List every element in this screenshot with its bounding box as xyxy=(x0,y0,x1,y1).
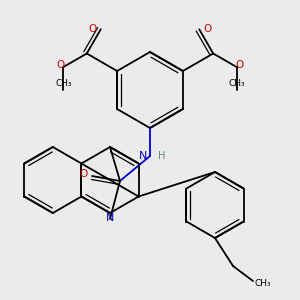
Text: O: O xyxy=(56,61,65,70)
Text: CH₃: CH₃ xyxy=(255,280,271,289)
Text: O: O xyxy=(235,61,244,70)
Text: O: O xyxy=(203,24,211,34)
Text: CH₃: CH₃ xyxy=(55,79,72,88)
Text: CH₃: CH₃ xyxy=(228,79,245,88)
Text: H: H xyxy=(158,151,166,161)
Text: N: N xyxy=(106,213,114,223)
Text: O: O xyxy=(89,24,97,34)
Text: O: O xyxy=(79,169,87,179)
Text: N: N xyxy=(139,151,147,161)
